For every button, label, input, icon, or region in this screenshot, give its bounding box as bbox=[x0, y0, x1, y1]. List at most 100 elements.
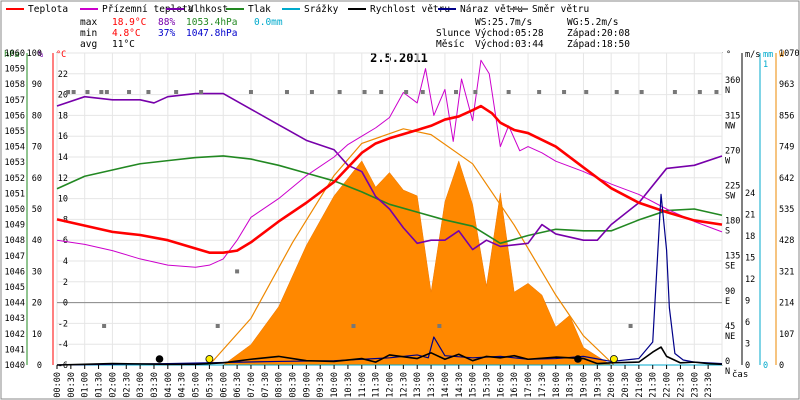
wind-direction-point bbox=[71, 90, 76, 94]
temperature-tick-label: 16 bbox=[58, 132, 68, 142]
wind-direction-point bbox=[85, 90, 90, 94]
temperature-tick-label: 18 bbox=[58, 111, 68, 121]
x-tick-label: 03:00 bbox=[136, 372, 146, 398]
x-tick-label: 02:30 bbox=[122, 372, 132, 398]
x-axis: 00:00 00:30 01:00 01:30 02:00 02:30 03:00 03:30… bbox=[53, 365, 714, 398]
info-sunrise: Východ:05:28 bbox=[475, 28, 544, 39]
solar-tick-label: 1070 bbox=[779, 49, 799, 59]
legend-label: Náraz větru bbox=[460, 4, 523, 15]
rain-axis-unit: mm bbox=[763, 50, 773, 60]
x-tick-label: 06:00 bbox=[219, 372, 229, 398]
x-tick-label: 09:00 bbox=[302, 372, 312, 398]
humidity-axis-unit: % bbox=[38, 50, 43, 60]
temperature-tick-label: 20 bbox=[58, 91, 68, 101]
direction-tick-deg: 180 bbox=[725, 217, 740, 227]
solar-tick-label: 856 bbox=[779, 111, 794, 121]
pressure-tick-label: 1051 bbox=[5, 189, 25, 199]
wind-direction-point bbox=[404, 90, 409, 94]
rain-tick-label: 1 bbox=[763, 60, 768, 70]
legend-label: Vlhkost bbox=[188, 4, 228, 15]
wind-direction-point bbox=[379, 90, 384, 94]
wind-direction-point bbox=[473, 90, 478, 94]
wind-direction-point bbox=[215, 324, 220, 328]
x-tick-label: 11:30 bbox=[372, 372, 382, 398]
legend-label: Srážky bbox=[304, 4, 339, 15]
direction-tick-deg: 135 bbox=[725, 252, 740, 262]
wind-direction-point bbox=[362, 90, 367, 94]
wind-direction-point bbox=[66, 90, 71, 94]
x-tick-label: 15:30 bbox=[482, 372, 492, 398]
x-tick-label: 21:00 bbox=[635, 372, 645, 398]
x-tick-label: 07:00 bbox=[247, 372, 257, 398]
wind-direction-point bbox=[628, 324, 633, 328]
x-tick-label: 09:30 bbox=[316, 372, 326, 398]
pressure-tick-label: 1041 bbox=[5, 345, 25, 355]
solar-axis-unit: W bbox=[779, 50, 785, 60]
temperature-tick-label: 22 bbox=[58, 70, 68, 80]
direction-tick-deg: 0 bbox=[725, 357, 730, 367]
wind-direction-point bbox=[235, 269, 240, 274]
x-tick-label: 05:30 bbox=[205, 372, 215, 398]
x-axis-label: čas bbox=[732, 369, 748, 380]
wind-direction-point bbox=[174, 90, 179, 94]
x-tick-label: 08:30 bbox=[289, 372, 299, 398]
stats-avg-temp: 11°C bbox=[112, 39, 135, 50]
wind-direction-point bbox=[284, 90, 289, 94]
pressure-tick-label: 1040 bbox=[5, 361, 25, 371]
legend-label: Přízemní teplota bbox=[102, 4, 194, 15]
solar-tick-label: 642 bbox=[779, 174, 794, 184]
x-tick-label: 10:00 bbox=[330, 372, 340, 398]
x-tick-label: 18:00 bbox=[552, 372, 562, 398]
stats-max-temp: 18.9°C bbox=[112, 17, 146, 28]
wind-direction-point bbox=[99, 90, 104, 94]
wind-direction-point bbox=[672, 90, 677, 94]
pressure-tick-label: 1046 bbox=[5, 267, 25, 277]
chart-title: 2.5.2011 bbox=[370, 51, 428, 65]
x-tick-label: 00:30 bbox=[67, 372, 77, 398]
pressure-tick-label: 1045 bbox=[5, 283, 25, 293]
solar-tick-label: 214 bbox=[779, 299, 794, 309]
direction-tick-deg: 360 bbox=[725, 76, 740, 86]
temperature-tick-label: 4 bbox=[63, 257, 68, 267]
pressure-tick-label: 1055 bbox=[5, 127, 25, 137]
wind-tick-label: 15 bbox=[745, 253, 755, 263]
temperature-tick-label: 14 bbox=[58, 153, 68, 163]
wind-tick-label: 3 bbox=[745, 339, 750, 349]
wind-direction-point bbox=[248, 90, 253, 94]
x-tick-label: 14:00 bbox=[441, 372, 451, 398]
temperature-tick-label: 10 bbox=[58, 195, 68, 205]
solar-tick-label: 428 bbox=[779, 236, 794, 246]
pressure-tick-label: 1047 bbox=[5, 252, 25, 262]
x-tick-label: 17:30 bbox=[538, 372, 548, 398]
direction-tick-deg: 315 bbox=[725, 111, 740, 121]
solar-tick-label: 321 bbox=[779, 267, 794, 277]
wind-direction-point bbox=[104, 90, 109, 94]
direction-tick-dir: NW bbox=[725, 121, 736, 131]
x-tick-label: 07:30 bbox=[261, 372, 271, 398]
info-moonset: Západ:18:50 bbox=[567, 39, 630, 50]
wind-tick-label: 9 bbox=[745, 296, 750, 306]
humidity-tick-label: 10 bbox=[32, 330, 42, 340]
x-tick-label: 14:30 bbox=[455, 372, 465, 398]
solar-tick-label: 107 bbox=[779, 330, 794, 340]
humidity-tick-label: 80 bbox=[32, 111, 42, 121]
x-tick-label: 19:00 bbox=[579, 372, 589, 398]
pressure-line bbox=[56, 155, 723, 245]
x-tick-label: 12:00 bbox=[386, 372, 396, 398]
sunrise-marker bbox=[205, 355, 214, 363]
info-moonrise: Východ:03:44 bbox=[475, 39, 544, 50]
x-tick-label: 20:30 bbox=[621, 372, 631, 398]
x-tick-label: 22:00 bbox=[663, 372, 673, 398]
direction-tick-dir: NE bbox=[725, 332, 735, 342]
pressure-tick-label: 1049 bbox=[5, 221, 25, 231]
temperature-tick-label: -2 bbox=[58, 319, 68, 329]
legend-label: Rychlost větru bbox=[370, 4, 450, 15]
pressure-tick-label: 1058 bbox=[5, 80, 25, 90]
wind-direction-point bbox=[127, 90, 132, 94]
pressure-tick-label: 1059 bbox=[5, 65, 25, 75]
wind-direction-point bbox=[562, 90, 567, 94]
solar-tick-label: 0 bbox=[779, 361, 784, 371]
x-tick-label: 10:30 bbox=[344, 372, 354, 398]
x-tick-label: 04:30 bbox=[178, 372, 188, 398]
